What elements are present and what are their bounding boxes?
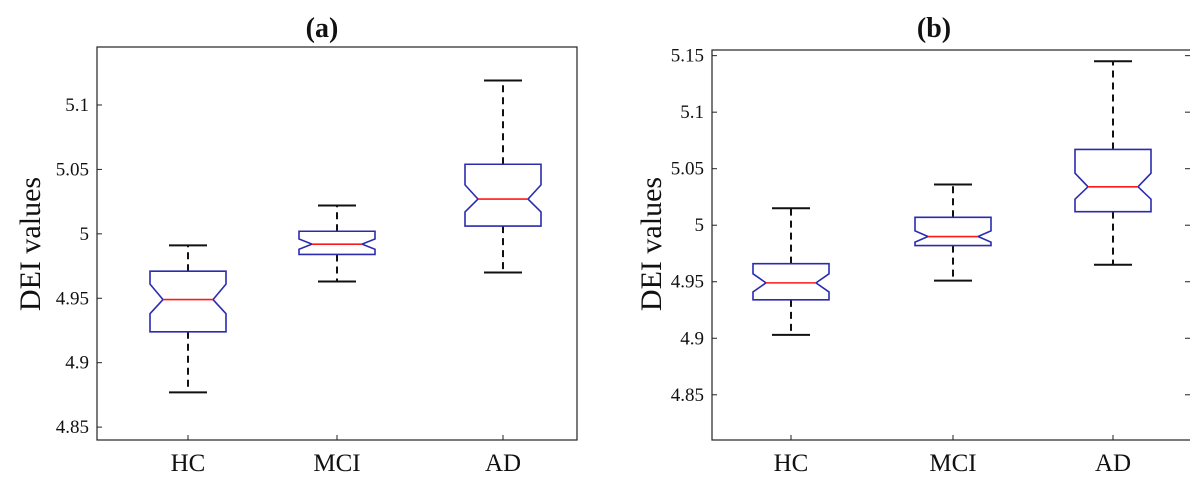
panel-a-ytick-label: 5.1 xyxy=(65,95,89,116)
panel-a-box-mci xyxy=(298,230,376,256)
panel-a-box-hc xyxy=(149,270,227,333)
panel-b-ytick-label: 4.85 xyxy=(671,385,704,406)
panel-a-ytick-label: 4.95 xyxy=(56,288,89,309)
panel-b-category-label: HC xyxy=(774,450,809,477)
panel-b-category-label: AD xyxy=(1095,450,1131,477)
panel-b-ytick-label: 4.95 xyxy=(671,272,704,293)
panel-b: (b) DEI values 4.85 4.9 4.95 5 5.05 5.1 5.15 HC… xyxy=(635,13,1190,477)
panel-b-box-ad xyxy=(1074,148,1152,213)
panel-b-title: (b) xyxy=(917,13,951,44)
panel-b-frame xyxy=(711,49,1190,441)
panel-b-box-mci xyxy=(914,216,992,247)
panel-b-ytick-label: 5.05 xyxy=(671,159,704,180)
panel-a-category-label: MCI xyxy=(313,450,360,477)
panel-a-ytick-label: 5 xyxy=(80,224,90,245)
panel-a-title: (a) xyxy=(306,13,339,44)
panel-a-marks: 4.85 4.9 4.95 5 5.05 5.1 HC MCI AD xyxy=(56,79,542,477)
panel-a-ytick-label: 5.05 xyxy=(56,159,89,180)
panel-a-box-ad xyxy=(464,163,542,227)
panel-a-ytick-label: 4.9 xyxy=(65,353,89,374)
panel-b-ytick-label: 5 xyxy=(695,215,705,236)
panel-b-ytick-label: 5.1 xyxy=(680,102,704,123)
panel-a-category-label: AD xyxy=(485,450,521,477)
panel-a: (a) DEI values 4.85 4.9 4.95 5 5.05 5.1 HC MCI A… xyxy=(14,13,578,477)
panel-a-ytick-label: 4.85 xyxy=(56,417,89,438)
panel-b-box-hc xyxy=(752,262,830,301)
panel-b-ylabel: DEI values xyxy=(635,177,668,311)
panel-b-marks: 4.85 4.9 4.95 5 5.05 5.1 5.15 HC MCI AD xyxy=(671,46,1190,477)
panel-a-ylabel: DEI values xyxy=(14,177,47,311)
panel-a-category-label: HC xyxy=(171,450,206,477)
panel-b-category-label: MCI xyxy=(929,450,976,477)
panel-b-ytick-label: 5.15 xyxy=(671,46,704,67)
panel-b-ytick-label: 4.9 xyxy=(680,328,704,349)
